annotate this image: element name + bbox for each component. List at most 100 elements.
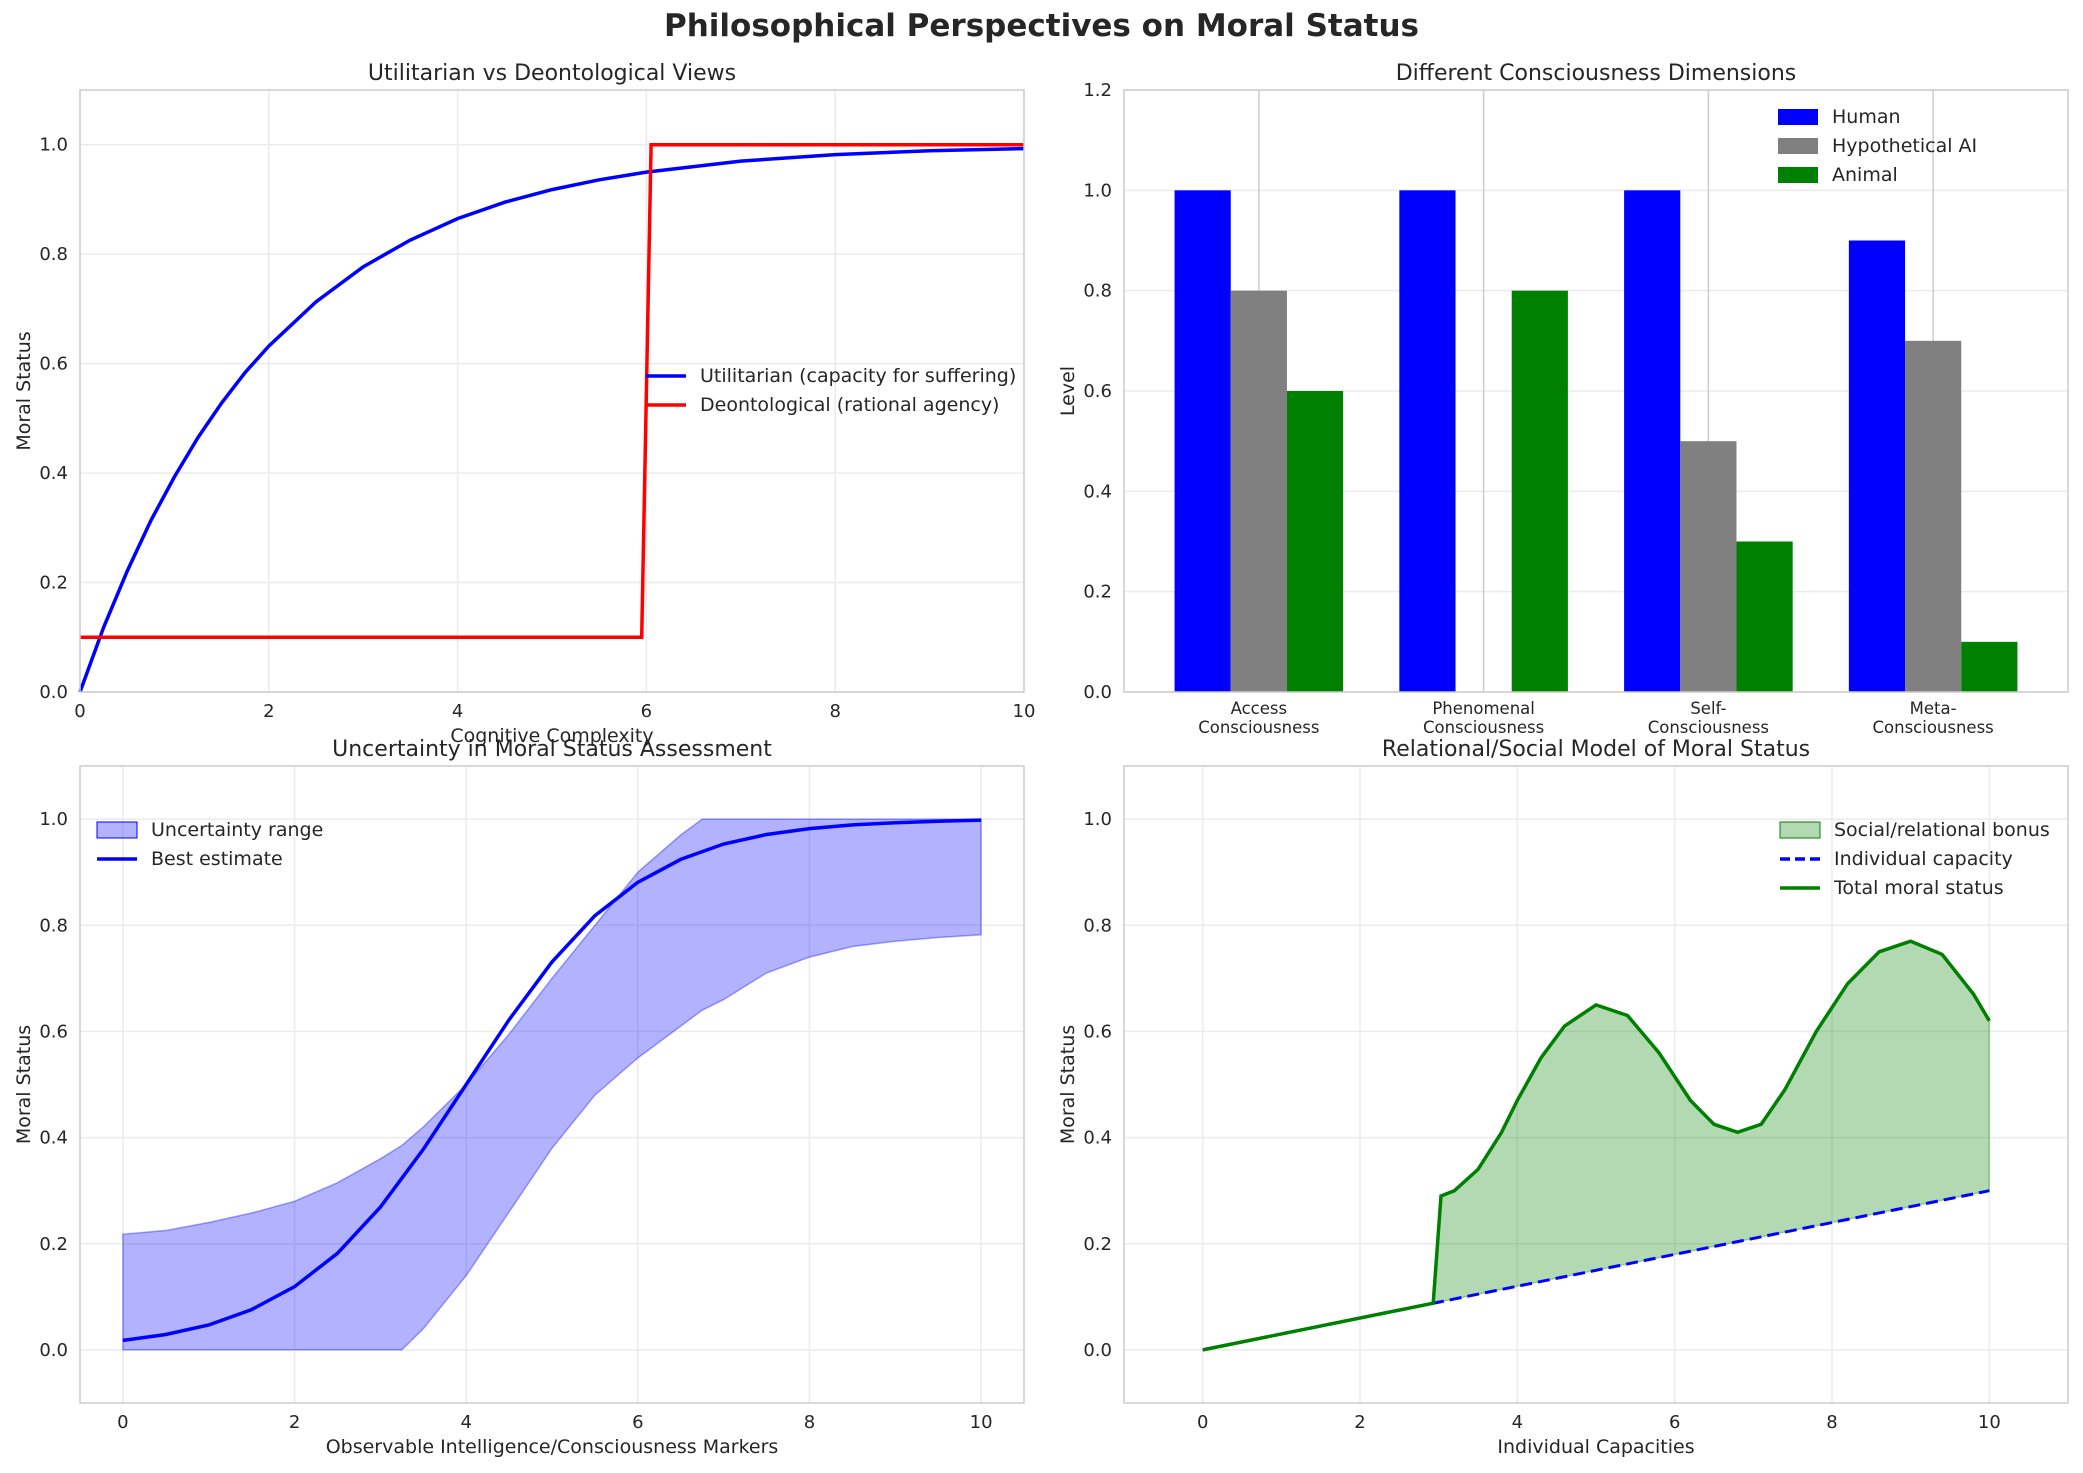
y-tick-label: 0.8 — [1083, 915, 1112, 936]
legend-swatch — [96, 821, 138, 839]
x-axis-label: Observable Intelligence/Consciousness Ma… — [326, 1436, 779, 1458]
axes-frame — [79, 765, 1025, 1404]
bar — [1905, 340, 1962, 692]
x-tick-label: 0 — [117, 1412, 128, 1433]
x-tick-label: 0 — [1197, 1412, 1208, 1433]
panel-title: Uncertainty in Moral Status Assessment — [332, 737, 772, 762]
y-tick-label: 1.0 — [39, 809, 68, 830]
y-tick-label: 1.2 — [1083, 80, 1112, 101]
legend-label: Individual capacity — [1834, 848, 2013, 870]
legend-label: Hypothetical AI — [1832, 135, 1977, 157]
x-tick-label: 10 — [1978, 1412, 2001, 1433]
bar — [1848, 240, 1906, 692]
x-tick-label: 0 — [74, 701, 85, 722]
bar — [1624, 190, 1681, 693]
y-axis-label: Moral Status — [13, 331, 35, 450]
bar — [1286, 391, 1344, 692]
x-tick-label: 2 — [263, 701, 274, 722]
x-tick-label: Self- — [1690, 699, 1726, 718]
y-tick-label: 0.6 — [39, 354, 68, 375]
x-tick-label: 8 — [1826, 1412, 1837, 1433]
x-tick-label: Consciousness — [1198, 718, 1319, 737]
legend-label: Deontological (rational agency) — [700, 394, 999, 416]
y-tick-label: 0.6 — [1083, 381, 1112, 402]
utilitarian-line — [78, 146, 1025, 693]
legend-label: Social/relational bonus — [1834, 819, 2050, 841]
x-tick-label: 4 — [1512, 1412, 1523, 1433]
y-tick-label: 1.0 — [39, 135, 68, 156]
y-axis-label: Level — [1057, 366, 1079, 416]
y-tick-label: 0.6 — [1083, 1021, 1112, 1042]
y-tick-label: 1.0 — [1083, 809, 1112, 830]
panel-title: Different Consciousness Dimensions — [1396, 61, 1797, 86]
bar — [1736, 541, 1793, 692]
legend-swatch — [1778, 138, 1818, 154]
x-tick-label: Meta- — [1910, 699, 1957, 718]
axes-frame — [1123, 89, 2069, 693]
x-tick-label: Consciousness — [1873, 718, 1994, 737]
bar — [1680, 441, 1737, 692]
bar — [1399, 190, 1456, 693]
x-tick-label: 4 — [460, 1412, 471, 1433]
x-tick-label: 6 — [1669, 1412, 1680, 1433]
panel-relational-social-model: Relational/Social Model of Moral Status I… — [1057, 737, 2069, 1458]
y-tick-label: 0.4 — [1083, 481, 1112, 502]
x-tick-label: Consciousness — [1648, 718, 1769, 737]
x-tick-label: 6 — [632, 1412, 643, 1433]
y-tick-label: 0.0 — [1083, 1340, 1112, 1361]
total-moral-status-line — [1202, 939, 1991, 1352]
bar — [1961, 641, 2018, 692]
x-tick-label: 8 — [829, 701, 840, 722]
figure-title: Philosophical Perspectives on Moral Stat… — [663, 8, 1420, 44]
bar — [1511, 290, 1568, 692]
legend-label: Best estimate — [151, 848, 283, 870]
y-tick-label: 0.2 — [39, 573, 68, 594]
x-tick-label: 10 — [1013, 701, 1036, 722]
legend-label: Utilitarian (capacity for suffering) — [700, 365, 1016, 387]
bar — [1230, 290, 1287, 692]
legend-label: Animal — [1832, 164, 1898, 186]
panel-uncertainty-assessment: Uncertainty in Moral Status Assessment Ob… — [13, 737, 1025, 1458]
y-tick-label: 0.8 — [39, 244, 68, 265]
y-tick-label: 0.4 — [39, 1128, 68, 1149]
y-tick-label: 0.8 — [1083, 281, 1112, 302]
x-tick-label: 8 — [804, 1412, 815, 1433]
x-tick-label: Consciousness — [1423, 718, 1544, 737]
legend-swatch — [1779, 821, 1821, 839]
uncertainty-band — [122, 818, 982, 1351]
legend-swatch — [1778, 167, 1818, 183]
best-estimate-line — [122, 818, 982, 1343]
x-axis-label: Cognitive Complexity — [450, 725, 653, 747]
axes-frame — [1123, 765, 2069, 1404]
y-tick-label: 0.8 — [39, 915, 68, 936]
legend-label: Total moral status — [1833, 877, 2004, 899]
y-tick-label: 0.6 — [39, 1021, 68, 1042]
y-tick-label: 1.0 — [1083, 180, 1112, 201]
bar — [1174, 190, 1231, 693]
y-axis-label: Moral Status — [1057, 1025, 1079, 1144]
y-tick-label: 0.4 — [39, 463, 68, 484]
panel-consciousness-dimensions: Different Consciousness DimensionsLevel0… — [1057, 61, 2069, 737]
y-tick-label: 0.4 — [1083, 1128, 1112, 1149]
legend-label: Uncertainty range — [151, 819, 323, 841]
y-tick-label: 0.0 — [39, 1340, 68, 1361]
y-tick-label: 0.0 — [39, 682, 68, 703]
panel-title: Relational/Social Model of Moral Status — [1382, 737, 1810, 762]
deontological-line — [80, 142, 1024, 640]
panel-title: Utilitarian vs Deontological Views — [368, 61, 736, 86]
x-tick-label: 10 — [970, 1412, 993, 1433]
y-tick-label: 0.2 — [1083, 1234, 1112, 1255]
legend-swatch — [1778, 109, 1818, 125]
panel-utilitarian-deontological: Utilitarian vs Deontological Views Cognit… — [13, 61, 1035, 747]
x-axis-label: Individual Capacities — [1497, 1436, 1694, 1458]
x-tick-label: 6 — [641, 701, 652, 722]
x-tick-label: Access — [1231, 699, 1288, 718]
legend-label: Human — [1832, 106, 1901, 128]
y-tick-label: 0.2 — [1083, 582, 1112, 603]
y-axis-label: Moral Status — [13, 1025, 35, 1144]
y-tick-label: 0.2 — [39, 1234, 68, 1255]
x-tick-label: 2 — [289, 1412, 300, 1433]
x-tick-label: 2 — [1354, 1412, 1365, 1433]
x-tick-label: Phenomenal — [1432, 699, 1535, 718]
